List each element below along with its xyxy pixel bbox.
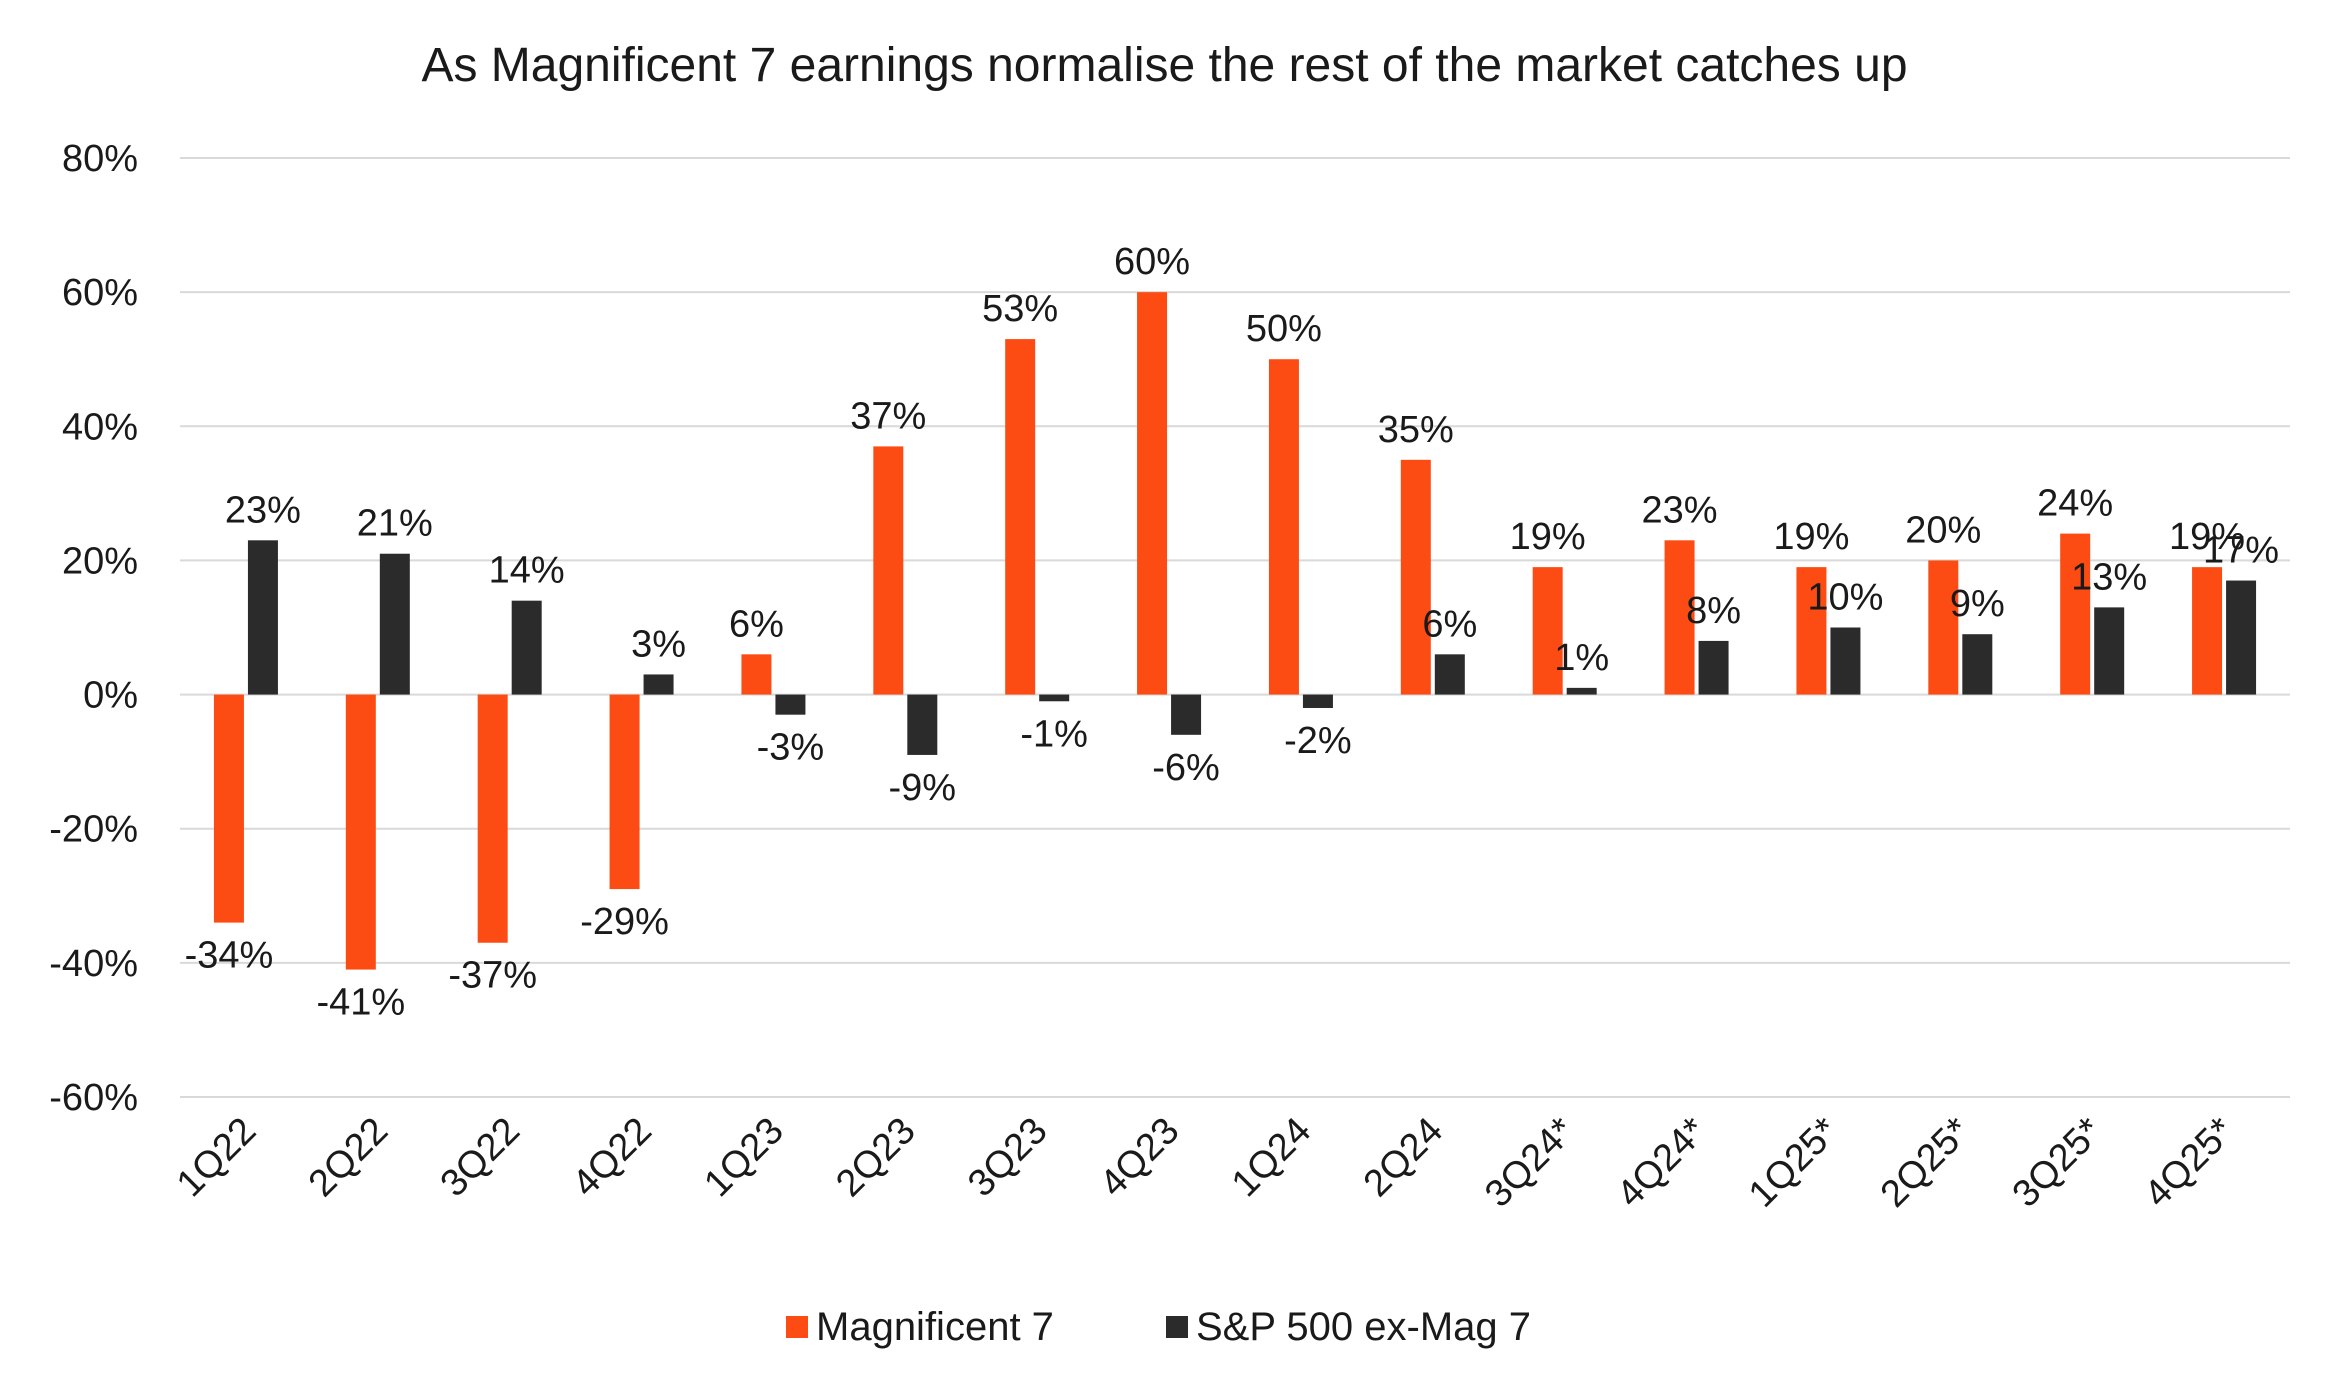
legend-label-mag7: Magnificent 7 [816, 1305, 1054, 1349]
bar-sp500-2Q23 [907, 694, 938, 755]
x-tick-label: 1Q22 [169, 1110, 264, 1205]
bar-sp500-3Q22 [511, 600, 542, 695]
x-tick-label: 2Q24 [1356, 1110, 1451, 1205]
x-tick-label: 1Q24 [1224, 1110, 1319, 1205]
label-mag7-2Q24: 35% [1378, 409, 1454, 451]
x-tick-label: 4Q24* [1609, 1110, 1715, 1216]
bar-mag7-1Q23 [741, 654, 772, 695]
bar-sp500-4Q22 [643, 674, 674, 695]
label-mag7-4Q23: 60% [1114, 241, 1190, 283]
label-sp500-1Q25: 10% [1807, 577, 1883, 619]
bar-mag7-1Q25 [1796, 567, 1827, 695]
label-sp500-2Q22: 21% [357, 503, 433, 545]
bar-mag7-2Q22 [345, 694, 376, 970]
bar-mag7-1Q22 [213, 694, 244, 923]
bar-mag7-3Q24 [1532, 567, 1563, 695]
x-tick-label: 3Q25* [2005, 1110, 2111, 1216]
bar-sp500-2Q24 [1434, 654, 1465, 695]
bar-sp500-4Q24 [1698, 640, 1729, 695]
bar-mag7-2Q25 [1928, 560, 1959, 695]
label-sp500-1Q24: -2% [1284, 720, 1352, 762]
label-mag7-3Q25: 24% [2037, 483, 2113, 525]
x-tick-label: 3Q23 [960, 1110, 1055, 1205]
y-axis-tick-labels: -60% -40% -20% 0% 20% 40% 60% 80% [49, 138, 138, 1119]
label-sp500-3Q22: 14% [489, 550, 565, 592]
y-tick-label: -20% [49, 809, 138, 851]
x-tick-label: 4Q25* [2137, 1110, 2243, 1216]
bar-sp500-4Q23 [1171, 694, 1202, 735]
label-sp500-4Q25: 17% [2203, 530, 2279, 572]
bar-sp500-1Q24 [1302, 694, 1333, 708]
label-sp500-3Q23: -1% [1020, 713, 1088, 755]
bar-sp500-3Q25 [2094, 607, 2125, 695]
bar-mag7-1Q24 [1268, 359, 1299, 695]
bar-sp500-1Q22 [247, 540, 278, 695]
label-mag7-1Q22: -34% [185, 935, 274, 977]
legend: Magnificent 7 S&P 500 ex-Mag 7 [786, 1305, 1531, 1349]
bar-sp500-2Q22 [379, 553, 410, 695]
legend-swatch-sp500 [1166, 1316, 1188, 1338]
x-tick-label: 3Q24* [1477, 1110, 1583, 1216]
label-sp500-2Q23: -9% [889, 767, 957, 809]
x-axis-tick-labels: 1Q22 2Q22 3Q22 4Q22 1Q23 2Q23 3Q23 4Q23 1Q24 2Q24… [169, 1110, 2243, 1216]
bar-mag7-4Q23 [1137, 292, 1168, 695]
bar-mag7-4Q25 [2192, 567, 2223, 695]
label-sp500-1Q22: 23% [225, 489, 301, 531]
x-tick-label: 2Q23 [828, 1110, 923, 1205]
label-mag7-4Q22: -29% [580, 901, 669, 943]
bar-sp500-1Q23 [775, 694, 806, 715]
x-tick-label: 2Q25* [1873, 1110, 1979, 1216]
label-sp500-1Q23: -3% [757, 727, 825, 769]
bar-sp500-3Q24 [1566, 687, 1597, 695]
label-mag7-4Q24: 23% [1642, 489, 1718, 531]
label-mag7-2Q25: 20% [1905, 509, 1981, 551]
label-sp500-2Q24: 6% [1422, 603, 1477, 645]
label-mag7-1Q24: 50% [1246, 308, 1322, 350]
bar-mag7-4Q22 [609, 694, 640, 890]
x-tick-label: 4Q23 [1092, 1110, 1187, 1205]
y-tick-label: 0% [83, 675, 138, 717]
bar-mag7-2Q23 [873, 446, 904, 695]
bar-sp500-2Q25 [1962, 634, 1993, 695]
label-mag7-2Q23: 37% [850, 395, 926, 437]
label-sp500-2Q25: 9% [1950, 583, 2005, 625]
x-tick-label: 4Q22 [564, 1110, 659, 1205]
label-sp500-4Q22: 3% [631, 623, 686, 665]
legend-label-sp500: S&P 500 ex-Mag 7 [1196, 1305, 1531, 1349]
bar-mag7-3Q23 [1005, 339, 1036, 695]
label-sp500-3Q25: 13% [2071, 556, 2147, 598]
x-tick-label: 1Q25* [1741, 1110, 1847, 1216]
label-mag7-4Q25: 19% [2169, 516, 2245, 558]
label-mag7-1Q23: 6% [729, 603, 784, 645]
bar-sp500-4Q25 [2226, 580, 2257, 695]
label-mag7-2Q22: -41% [316, 982, 405, 1024]
label-sp500-3Q24: 1% [1554, 637, 1609, 679]
data-labels: -34% 23% -41% 21% -37% 14% -29% 3% 6% -3% 37% -9% 53… [185, 241, 2280, 1023]
label-sp500-4Q24: 8% [1686, 590, 1741, 632]
bar-mag7-2Q24 [1400, 459, 1431, 695]
label-mag7-3Q22: -37% [448, 955, 537, 997]
y-tick-label: -60% [49, 1077, 138, 1119]
bar-mag7-4Q24 [1664, 540, 1695, 695]
x-tick-label: 2Q22 [301, 1110, 396, 1205]
y-tick-label: 60% [62, 272, 138, 314]
y-tick-label: 20% [62, 540, 138, 582]
x-tick-label: 3Q22 [433, 1110, 528, 1205]
chart-title: As Magnificent 7 earnings normalise the … [421, 39, 1908, 92]
bar-sp500-1Q25 [1830, 627, 1861, 695]
y-tick-label: -40% [49, 943, 138, 985]
label-mag7-3Q23: 53% [982, 288, 1058, 330]
y-tick-label: 80% [62, 138, 138, 180]
legend-swatch-mag7 [786, 1316, 808, 1338]
y-tick-label: 40% [62, 406, 138, 448]
label-mag7-1Q25: 19% [1773, 516, 1849, 558]
x-tick-label: 1Q23 [696, 1110, 791, 1205]
label-mag7-3Q24: 19% [1510, 516, 1586, 558]
bars [213, 292, 2257, 970]
bar-sp500-3Q23 [1039, 694, 1070, 702]
label-sp500-4Q23: -6% [1152, 747, 1220, 789]
bar-mag7-3Q25 [2060, 533, 2091, 695]
bar-mag7-3Q22 [477, 694, 508, 943]
